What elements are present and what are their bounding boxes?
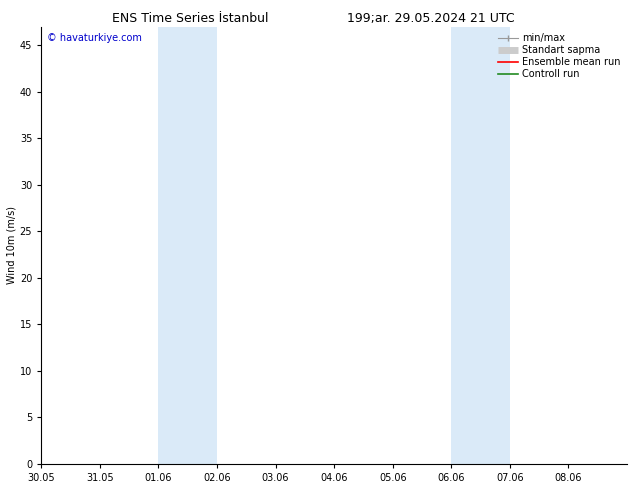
Bar [481,26,510,464]
Legend: min/max, Standart sapma, Ensemble mean run, Controll run: min/max, Standart sapma, Ensemble mean r… [496,31,622,81]
Text: 199;ar. 29.05.2024 21 UTC: 199;ar. 29.05.2024 21 UTC [347,12,515,25]
Y-axis label: Wind 10m (m/s): Wind 10m (m/s) [7,206,17,284]
Text: © havaturkiye.com: © havaturkiye.com [47,33,142,43]
Text: ENS Time Series İstanbul: ENS Time Series İstanbul [112,12,268,25]
Bar [188,26,217,464]
Bar [451,26,481,464]
Bar [158,26,188,464]
